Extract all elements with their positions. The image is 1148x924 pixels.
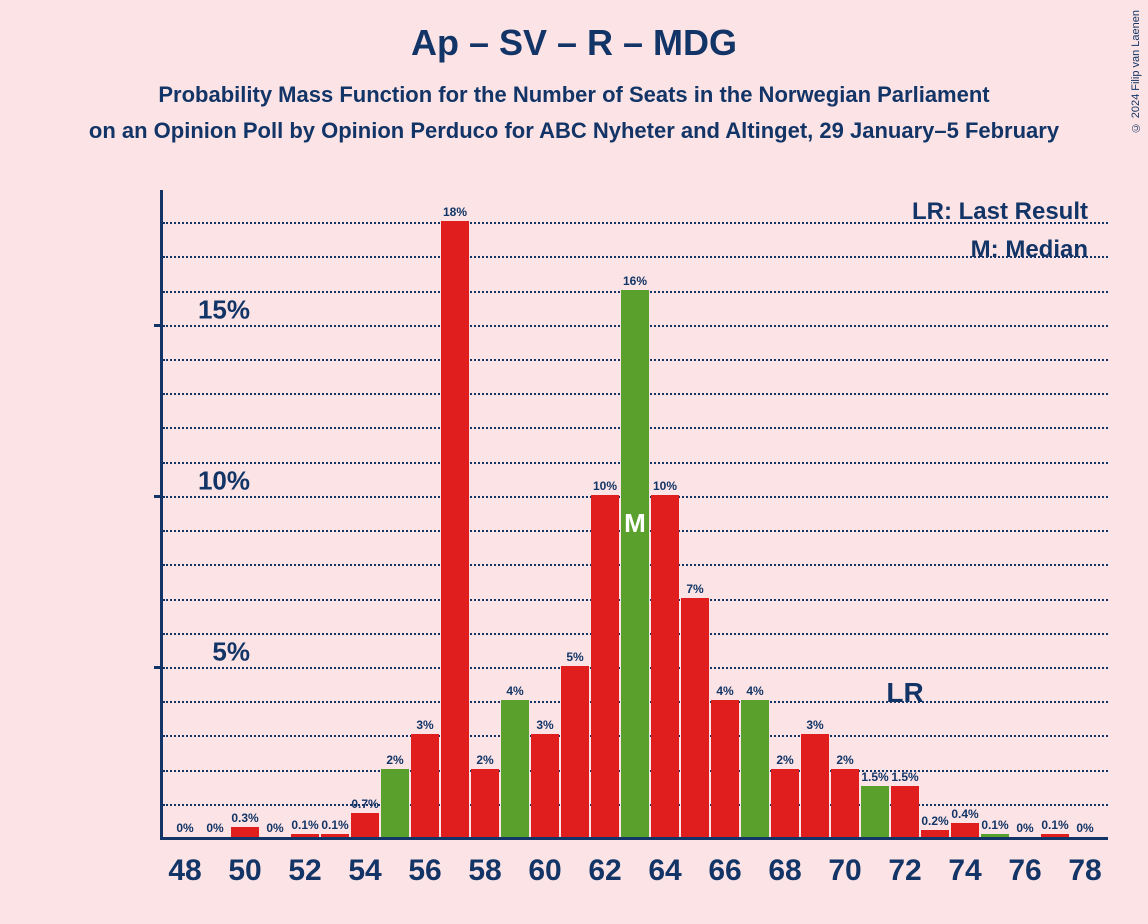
x-axis <box>160 837 1108 840</box>
plot-area: LR: Last Result M: Median 0% 0% 0.3% 0% 0.1%… <box>160 190 1108 840</box>
legend: LR: Last Result M: Median <box>912 198 1088 274</box>
bar-value-label: 0.1% <box>981 818 1008 832</box>
x-tick-label: 58 <box>468 854 501 888</box>
bar <box>831 769 859 837</box>
bar-value-label: 0.1% <box>291 818 318 832</box>
chart-subtitle-2: on an Opinion Poll by Opinion Perduco fo… <box>0 108 1148 144</box>
bar-value-label: 18% <box>443 205 467 219</box>
x-tick-label: 66 <box>708 854 741 888</box>
x-tick-label: 56 <box>408 854 441 888</box>
gridline <box>163 256 1108 258</box>
x-tick-label: 64 <box>648 854 681 888</box>
x-tick-label: 72 <box>888 854 921 888</box>
bar-value-label: 3% <box>416 718 433 732</box>
bar <box>381 769 409 837</box>
bar <box>681 598 709 837</box>
x-tick-label: 70 <box>828 854 861 888</box>
bar-value-label: 1.5% <box>861 770 888 784</box>
bar <box>741 700 769 837</box>
x-tick-label: 60 <box>528 854 561 888</box>
y-axis <box>160 190 163 840</box>
bar-value-label: 2% <box>386 753 403 767</box>
bar <box>591 495 619 837</box>
y-tick-label: 5% <box>160 636 250 667</box>
gridline <box>163 222 1108 224</box>
y-tick-mark <box>154 324 160 327</box>
bar <box>621 290 649 837</box>
bar <box>441 221 469 837</box>
bar-value-label: 2% <box>836 753 853 767</box>
x-tick-label: 68 <box>768 854 801 888</box>
bar-value-label: 4% <box>506 684 523 698</box>
bar <box>891 786 919 837</box>
y-tick-mark <box>154 666 160 669</box>
bar-value-label: 0.4% <box>951 807 978 821</box>
median-marker: M <box>624 508 646 539</box>
bar-value-label: 2% <box>476 753 493 767</box>
bar <box>651 495 679 837</box>
bar-value-label: 1.5% <box>891 770 918 784</box>
bar-value-label: 0% <box>206 821 223 835</box>
x-tick-label: 52 <box>288 854 321 888</box>
bar-value-label: 0% <box>1016 821 1033 835</box>
bar <box>231 827 259 837</box>
x-tick-label: 62 <box>588 854 621 888</box>
bar <box>771 769 799 837</box>
bar <box>531 734 559 837</box>
bar-value-label: 0.7% <box>351 797 378 811</box>
chart-title: Ap – SV – R – MDG <box>0 0 1148 64</box>
bar <box>501 700 529 837</box>
y-tick-label: 15% <box>160 294 250 325</box>
x-tick-label: 78 <box>1068 854 1101 888</box>
bar-value-label: 0% <box>176 821 193 835</box>
bar <box>561 666 589 837</box>
bar-value-label: 4% <box>716 684 733 698</box>
bar <box>351 813 379 837</box>
bar <box>411 734 439 837</box>
chart-subtitle-1: Probability Mass Function for the Number… <box>0 64 1148 108</box>
bar-value-label: 5% <box>566 650 583 664</box>
x-tick-label: 48 <box>168 854 201 888</box>
bar-value-label: 0.2% <box>921 814 948 828</box>
bar-value-label: 3% <box>806 718 823 732</box>
x-tick-label: 74 <box>948 854 981 888</box>
bar-value-label: 0.1% <box>321 818 348 832</box>
x-tick-label: 54 <box>348 854 381 888</box>
bar-value-label: 7% <box>686 582 703 596</box>
bar <box>801 734 829 837</box>
copyright-text: © 2024 Filip van Laenen <box>1130 10 1142 133</box>
bar-value-label: 0.1% <box>1041 818 1068 832</box>
bar-value-label: 10% <box>593 479 617 493</box>
x-tick-label: 76 <box>1008 854 1041 888</box>
x-tick-label: 50 <box>228 854 261 888</box>
bar <box>951 823 979 837</box>
bar-value-label: 0.3% <box>231 811 258 825</box>
bar <box>711 700 739 837</box>
bar-value-label: 16% <box>623 274 647 288</box>
bar-value-label: 0% <box>1076 821 1093 835</box>
bar <box>861 786 889 837</box>
bar-value-label: 2% <box>776 753 793 767</box>
bar-value-label: 0% <box>266 821 283 835</box>
y-tick-mark <box>154 495 160 498</box>
y-tick-label: 10% <box>160 465 250 496</box>
bar <box>921 830 949 837</box>
bar-value-label: 3% <box>536 718 553 732</box>
bar <box>471 769 499 837</box>
chart-container: LR: Last Result M: Median 0% 0% 0.3% 0% 0.1%… <box>60 190 1108 840</box>
bar-value-label: 10% <box>653 479 677 493</box>
last-result-marker: LR <box>886 677 923 709</box>
legend-m: M: Median <box>912 236 1088 264</box>
bar-value-label: 4% <box>746 684 763 698</box>
